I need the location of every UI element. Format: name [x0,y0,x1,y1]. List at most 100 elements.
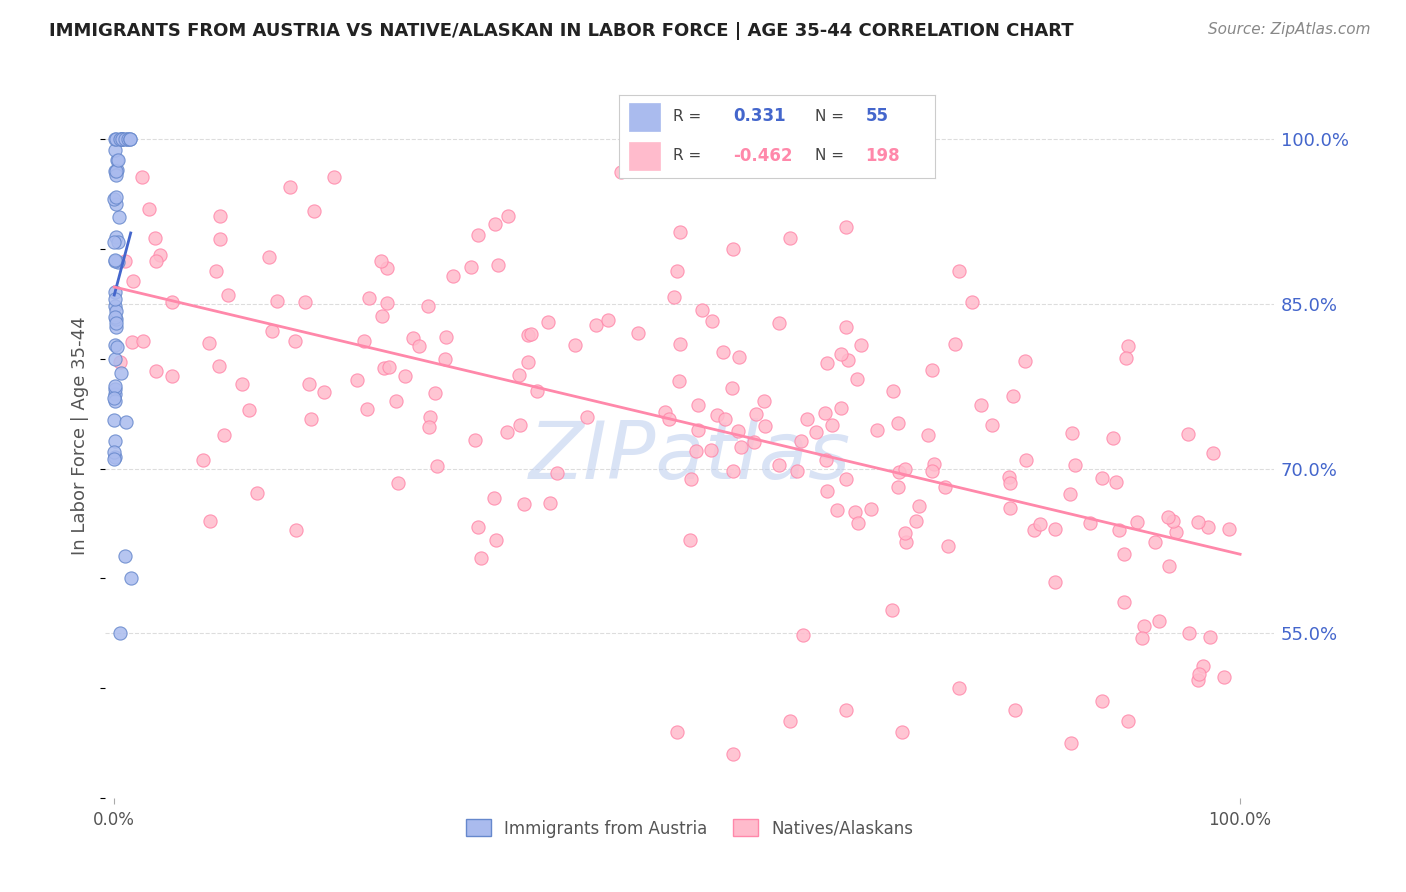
Point [114,549,136,564]
Point [498,209,520,223]
Point [1132,631,1154,645]
Point [679,472,702,486]
Point [212,428,235,442]
Point [418,420,440,434]
Point [948,264,970,278]
Point [441,269,464,284]
Point [464,434,486,448]
Point [668,374,690,388]
Point [520,327,543,342]
Point [948,681,970,696]
Point [686,398,709,412]
Point [107,210,129,224]
Point [1116,714,1139,729]
Point [104,386,127,401]
Point [280,180,302,194]
Point [433,351,456,366]
Point [111,132,134,146]
Point [470,550,492,565]
Point [103,391,125,405]
Point [1187,673,1209,688]
Point [104,299,127,313]
Point [484,491,506,505]
Point [817,484,839,499]
Point [742,435,765,450]
Point [299,411,322,425]
Point [891,725,914,739]
Point [120,132,142,146]
Point [981,417,1004,432]
Point [1045,574,1067,589]
Point [191,453,214,467]
Point [814,406,837,420]
Point [768,316,790,330]
Point [1108,524,1130,538]
Point [1059,487,1081,501]
Point [537,315,560,329]
Point [688,423,710,437]
Point [104,311,127,326]
Point [1014,353,1036,368]
Point [149,248,172,262]
Point [375,260,398,275]
Point [103,413,125,427]
Point [105,169,128,183]
Point [419,409,441,424]
Point [104,450,127,465]
Point [917,428,939,442]
Point [1191,659,1213,673]
Point [375,296,398,310]
Point [371,309,394,323]
Point [792,628,814,642]
Point [238,402,260,417]
Point [706,408,728,422]
Point [654,405,676,419]
Point [359,291,381,305]
Point [598,313,620,327]
Point [117,132,139,146]
Point [104,378,127,392]
Point [723,242,745,256]
Point [821,417,844,432]
Point [779,231,801,245]
Point [699,443,721,458]
Text: IMMIGRANTS FROM AUSTRIA VS NATIVE/ALASKAN IN LABOR FORCE | AGE 35-44 CORRELATION: IMMIGRANTS FROM AUSTRIA VS NATIVE/ALASKA… [49,22,1074,40]
Point [936,540,959,554]
Point [844,505,866,519]
Point [104,143,127,157]
Point [702,314,724,328]
Point [517,355,540,369]
Point [378,359,401,374]
Point [103,452,125,467]
Point [921,363,943,377]
Point [835,320,858,334]
Point [907,500,929,514]
Point [1060,736,1083,750]
Point [894,534,917,549]
Point [266,293,288,308]
Point [132,334,155,348]
Point [943,337,966,351]
Point [1024,524,1046,538]
Point [882,384,904,398]
Point [118,132,141,146]
Point [685,444,707,458]
Point [314,384,336,399]
Point [834,472,856,486]
Point [679,533,702,547]
Point [815,452,838,467]
Point [666,264,689,278]
Point [298,376,321,391]
Point [104,351,127,366]
Point [423,385,446,400]
Point [830,347,852,361]
Point [882,602,904,616]
Point [1043,522,1066,536]
Point [208,232,231,246]
Point [723,747,745,762]
Point [260,324,283,338]
Point [484,217,506,231]
Point [789,434,811,449]
Point [145,364,167,378]
Point [922,457,945,471]
